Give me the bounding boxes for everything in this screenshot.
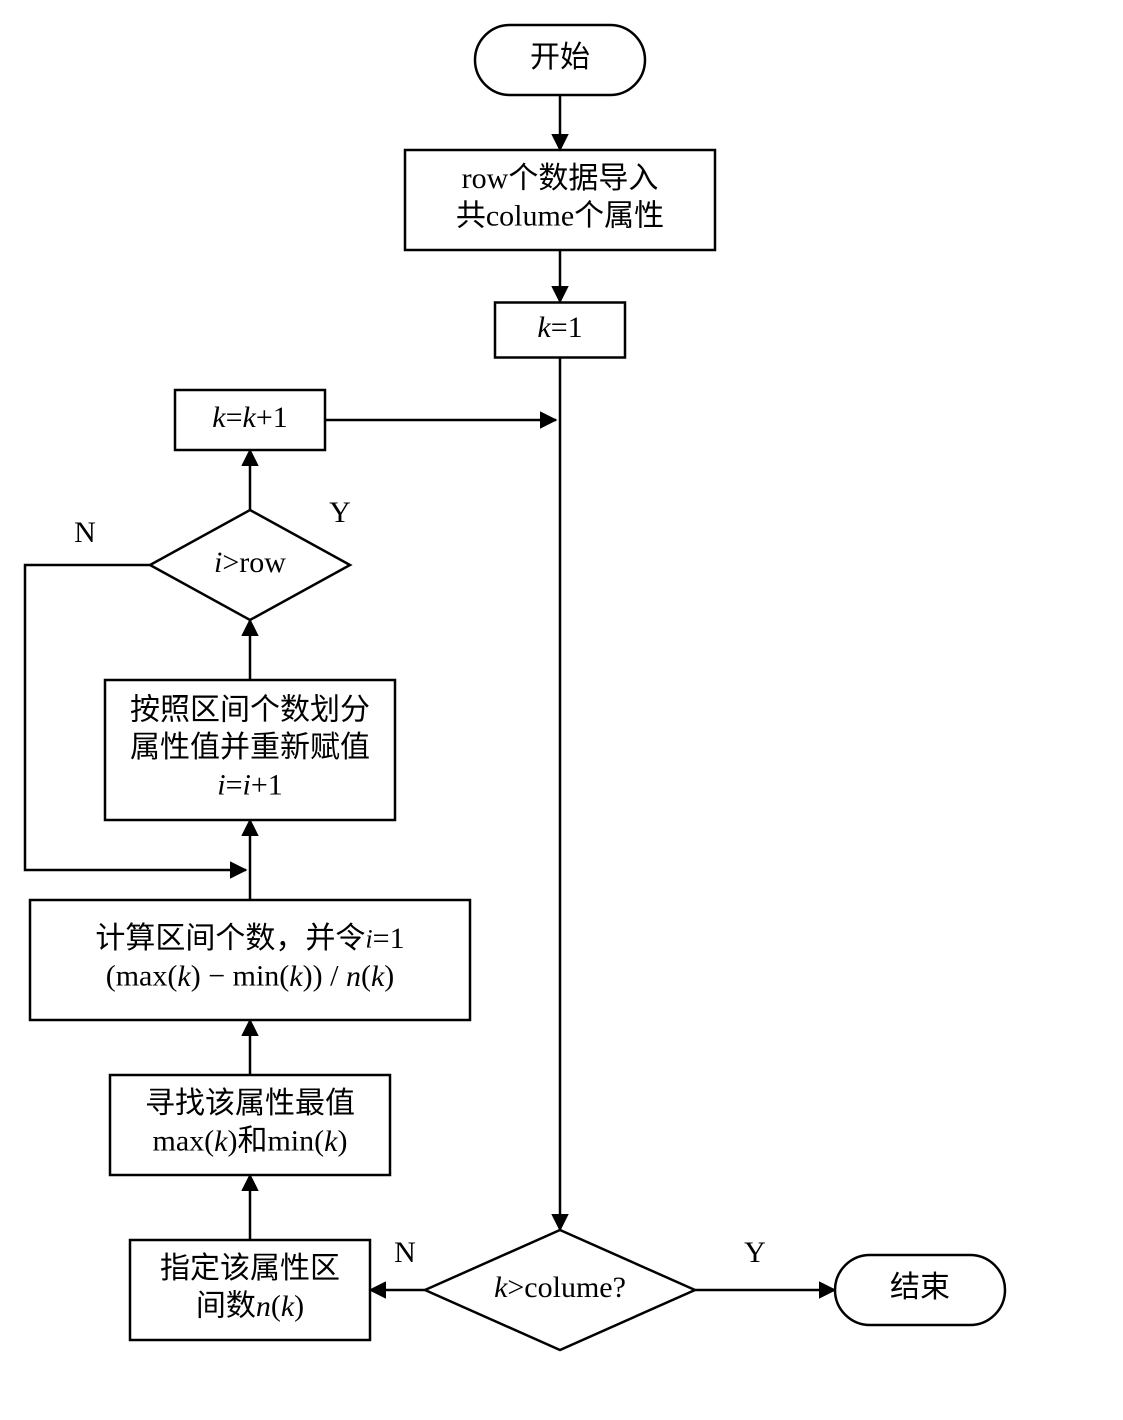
node-text: i=i+1 [217,768,283,801]
node-text: 计算区间个数，并令i=1 [95,922,404,955]
node-text: 寻找该属性最值 [145,1087,355,1120]
node-text: k=k+1 [212,401,288,434]
node-text: row个数据导入 [462,162,659,195]
node-text: 间数n(k) [196,1290,304,1323]
node-text: 指定该属性区 [160,1252,340,1285]
flowchart-diagram: 开始 row个数据导入共colume个属性 k=1 k=k+1 i>row 按照区间个数划… [0,0,1123,1420]
edge-label: N [74,516,96,549]
edge-label: Y [744,1236,766,1269]
node-text: 结束 [890,1271,950,1304]
node-text: k=1 [537,311,582,344]
node-text: 按照区间个数划分 [130,693,370,726]
node-text: 属性值并重新赋值 [130,731,370,764]
node-text: k>colume? [494,1271,626,1304]
node-text: max(k)和min(k) [153,1125,348,1158]
edge-label: Y [329,496,351,529]
node-text: (max(k) − min(k)) / n(k) [106,960,395,993]
node-text: i>row [214,546,286,579]
node-text: 开始 [530,41,590,74]
node-text: 共colume个属性 [456,200,664,233]
edge-label: N [394,1236,416,1269]
